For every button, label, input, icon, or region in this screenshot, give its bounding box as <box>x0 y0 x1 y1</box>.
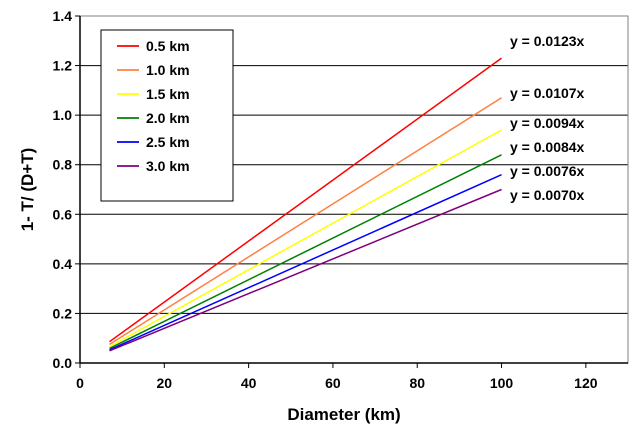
legend-box <box>100 29 234 202</box>
x-axis-title: Diameter (km) <box>287 405 400 424</box>
legend-label: 0.5 km <box>146 38 190 54</box>
y-tick-label: 0.6 <box>53 206 73 222</box>
series-lines <box>109 57 502 352</box>
legend: 0.5 km 1.0 km 1.5 km 2.0 km 2.5 km 3.0 km <box>100 29 234 202</box>
x-tick-label: 60 <box>325 375 341 391</box>
legend-label: 1.5 km <box>146 86 190 102</box>
x-tick-label: 100 <box>490 375 514 391</box>
tick-labels: 0.0 0.2 0.4 0.6 0.8 1.0 1.2 1.4 0 20 40 60 80 100 120 <box>53 8 598 391</box>
trendline-equation: y = 0.0107x <box>510 85 585 101</box>
trendline-equation: y = 0.0094x <box>510 115 585 131</box>
y-tick-label: 1.0 <box>53 107 73 123</box>
y-axis-title: 1- T/ (D+T) <box>18 148 37 232</box>
y-tick-label: 0.4 <box>53 256 73 272</box>
series-line-3-0-km <box>109 188 502 352</box>
x-tick-label: 80 <box>409 375 425 391</box>
series-line-1-5-km <box>109 129 502 348</box>
series-line-2-5-km <box>109 173 502 351</box>
legend-label: 2.5 km <box>146 134 190 150</box>
x-tick-label: 0 <box>76 375 84 391</box>
x-tick-label: 20 <box>157 375 173 391</box>
legend-label: 2.0 km <box>146 110 190 126</box>
y-tick-label: 1.4 <box>53 8 73 24</box>
trendline-equation: y = 0.0070x <box>510 187 585 203</box>
series-line-1-0-km <box>109 97 502 346</box>
series-line-2-0-km <box>109 154 502 350</box>
legend-label: 3.0 km <box>146 158 190 174</box>
x-tick-label: 40 <box>241 375 257 391</box>
series-line-0-5-km <box>109 57 502 343</box>
y-tick-label: 0.0 <box>53 355 73 371</box>
x-tick-label: 120 <box>574 375 598 391</box>
axes <box>75 15 628 368</box>
trendline-equations: y = 0.0123x y = 0.0107x y = 0.0094x y = 0.0… <box>510 33 585 203</box>
y-tick-label: 0.8 <box>53 157 73 173</box>
trendline-equation: y = 0.0076x <box>510 163 585 179</box>
legend-label: 1.0 km <box>146 62 190 78</box>
trendline-equation: y = 0.0123x <box>510 33 585 49</box>
y-tick-label: 1.2 <box>53 58 73 74</box>
trendline-equation: y = 0.0084x <box>510 139 585 155</box>
y-tick-label: 0.2 <box>53 305 73 321</box>
